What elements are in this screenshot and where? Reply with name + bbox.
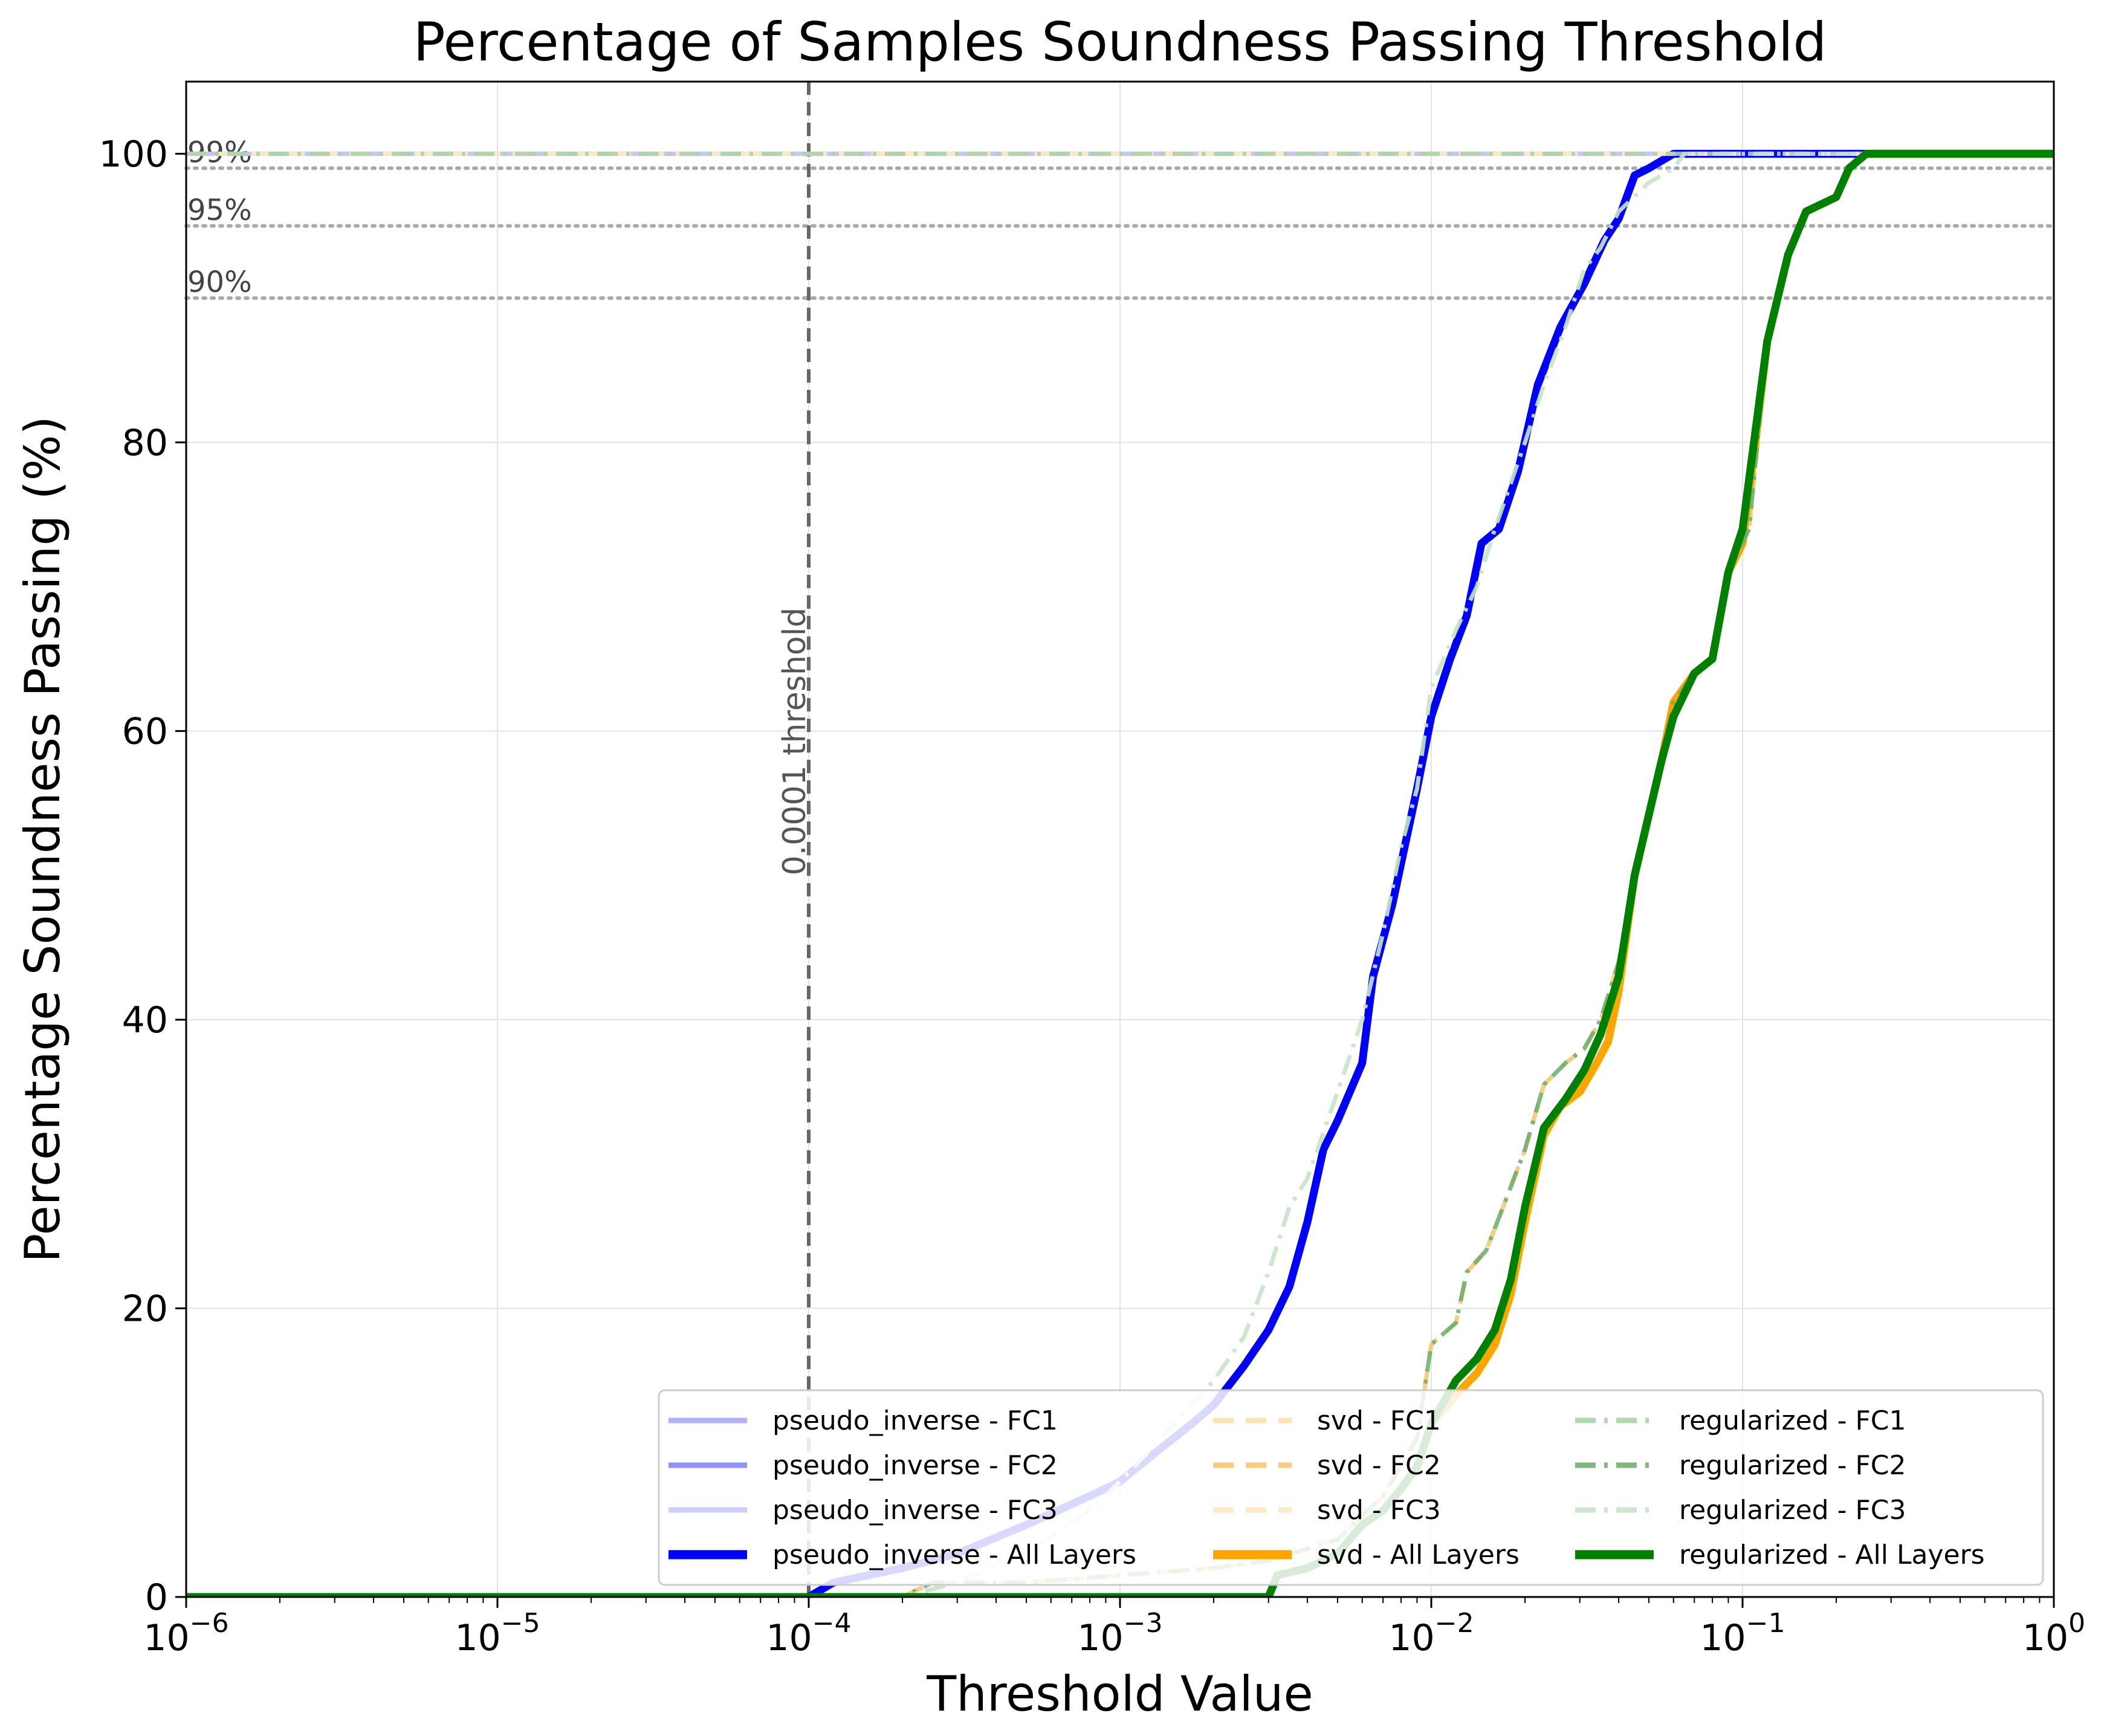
legend-label: regularized - FC3 (1679, 1495, 1906, 1526)
y-tick-label: 100 (99, 133, 168, 175)
y-axis-label: Percentage Soundness Passing (%) (15, 416, 71, 1263)
threshold-marker: 0.0001 threshold (777, 82, 813, 1597)
legend-label: svd - All Layers (1317, 1540, 1520, 1570)
y-tick-label: 60 (122, 710, 168, 753)
legend-label: regularized - FC2 (1679, 1450, 1906, 1481)
legend-label: pseudo_inverse - FC1 (772, 1405, 1058, 1436)
legend-label: regularized - All Layers (1679, 1540, 1985, 1570)
legend-label: svd - FC1 (1317, 1405, 1441, 1436)
series-line (186, 151, 2054, 1597)
x-tick-label: 10−3 (1077, 1608, 1162, 1659)
legend-label: pseudo_inverse - FC2 (772, 1450, 1058, 1481)
x-axis-label: Threshold Value (926, 1666, 1313, 1722)
reference-line-label: 90% (187, 265, 252, 299)
y-axis-ticks: 0 20 40 60 80 100 (99, 133, 186, 1619)
series-line (186, 151, 2054, 1597)
chart-title: Percentage of Samples Soundness Passing … (413, 11, 1827, 73)
legend-label: pseudo_inverse - All Layers (772, 1540, 1136, 1570)
threshold-line-label: 0.0001 threshold (777, 607, 813, 875)
legend: pseudo_inverse - FC1 pseudo_inverse - FC2… (658, 1389, 2044, 1586)
x-tick-label: 100 (2022, 1608, 2085, 1659)
reference-line-label: 95% (187, 193, 252, 227)
x-tick-label: 10−6 (143, 1608, 228, 1659)
legend-label: svd - FC2 (1317, 1450, 1441, 1481)
legend-label: svd - FC3 (1317, 1495, 1441, 1526)
x-tick-label: 10−1 (1700, 1608, 1785, 1659)
x-tick-label: 10−5 (455, 1608, 540, 1659)
x-tick-label: 10−2 (1388, 1608, 1474, 1659)
x-axis-ticks: 10−6 10−5 10−4 10−3 10−2 10−1 100 (143, 1597, 2085, 1659)
y-tick-label: 40 (122, 999, 168, 1041)
legend-label: regularized - FC1 (1679, 1405, 1906, 1436)
y-tick-label: 20 (122, 1287, 168, 1330)
legend-label: pseudo_inverse - FC3 (772, 1495, 1058, 1526)
y-tick-label: 0 (145, 1576, 168, 1619)
y-tick-label: 80 (122, 422, 168, 464)
x-tick-label: 10−4 (766, 1608, 851, 1659)
legend-box (658, 1389, 2044, 1586)
